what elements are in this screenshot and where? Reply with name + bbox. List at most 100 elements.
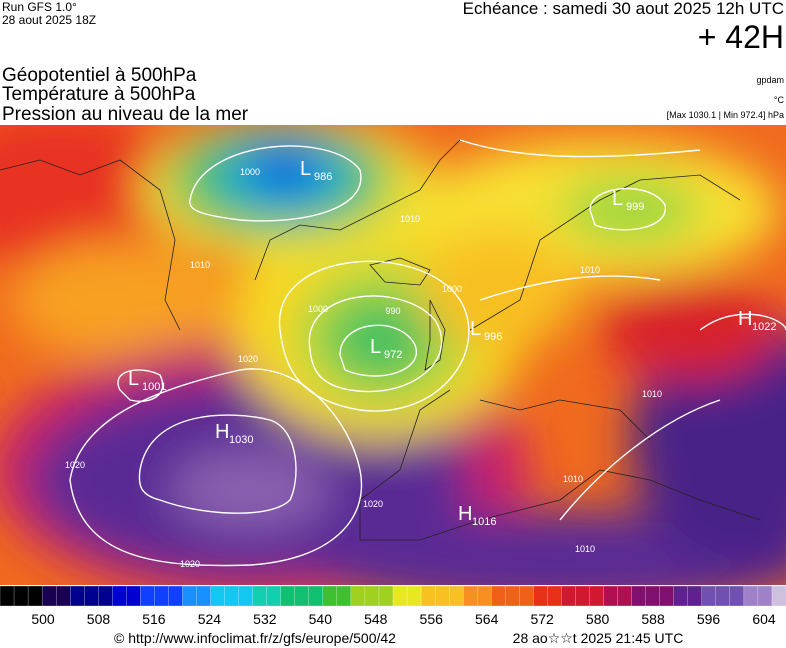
isobar-label: 1020	[65, 460, 85, 470]
colorbar-swatch	[126, 585, 142, 607]
colorbar-swatch	[182, 585, 198, 607]
colorbar-swatch	[547, 585, 563, 607]
center-value: 996	[484, 331, 502, 343]
colorbar-label: 588	[641, 611, 665, 627]
colorbar-swatch	[294, 585, 310, 607]
center-value: 1001	[142, 381, 166, 393]
colorbar-swatch	[448, 585, 464, 607]
colorbar-swatch	[350, 585, 366, 607]
colorbar-swatch	[561, 585, 577, 607]
colorbar-swatch	[631, 585, 647, 607]
colorbar-swatch	[477, 585, 492, 607]
colorbar-swatch	[336, 585, 352, 607]
center-letter: H	[458, 503, 472, 525]
colorbar-swatch	[743, 585, 759, 607]
colorbar-label: 556	[420, 611, 444, 627]
isobar-label: 990	[385, 306, 400, 316]
run-date: 28 aout 2025 18Z	[2, 13, 96, 27]
colorbar-swatch	[224, 585, 240, 607]
colorbar: 500 508 516 524 532 540 548 556 564 572 580 588 596 6…	[0, 585, 786, 627]
title: Géopotentiel à 500hPa	[2, 65, 197, 86]
colorbar-swatch	[715, 585, 731, 607]
isobar-labels: 1000 1010 1010 990 1000 1020 1020 1020 1020 1010 1…	[65, 167, 662, 569]
colorbar-swatch	[84, 585, 99, 607]
center-value: 1016	[472, 516, 496, 528]
center-value: 1022	[752, 321, 776, 333]
colorbar-swatch	[378, 585, 394, 607]
colorbar-label: 524	[198, 611, 222, 627]
run-label: Run GFS 1.0°	[2, 0, 77, 14]
colorbar-swatch	[673, 585, 689, 607]
colorbar-swatch	[645, 585, 661, 607]
center-letter: H	[215, 421, 229, 443]
colorbar-label: 604	[752, 611, 776, 627]
colorbar-label: 532	[253, 611, 277, 627]
lead-time: + 42H	[698, 19, 784, 55]
colorbar-swatch	[420, 585, 436, 607]
colorbar-swatch	[687, 585, 703, 607]
colorbar-swatch	[13, 585, 29, 607]
colorbar-swatch	[589, 585, 605, 607]
colorbar-swatch	[364, 585, 380, 607]
footer-source: © http://www.infoclimat.fr/z/gfs/europe/…	[114, 630, 396, 646]
center-letter: L	[300, 158, 311, 180]
colorbar-swatch	[771, 585, 786, 607]
colorbar-swatch	[140, 585, 156, 607]
isobar-label: 1020	[363, 499, 383, 509]
colorbar-swatch	[168, 585, 184, 607]
unit-label: °C	[774, 95, 785, 105]
colorbar-swatch	[196, 585, 212, 607]
isobar-label: 1010	[642, 389, 662, 399]
colorbar-swatch	[27, 585, 43, 607]
isobar-label: 1010	[575, 544, 595, 554]
center-value: 999	[626, 201, 644, 213]
colorbar-swatch	[0, 585, 15, 607]
center-value: 1030	[229, 434, 253, 446]
colorbar-label: 572	[530, 611, 554, 627]
isobar-label: 1010	[580, 265, 600, 275]
colorbar-label: 548	[364, 611, 388, 627]
center-letter: L	[470, 318, 481, 340]
colorbar-swatch	[41, 585, 57, 607]
colorbar-swatch	[757, 585, 773, 607]
colorbar-swatch	[505, 585, 520, 607]
colorbar-swatch	[701, 585, 717, 607]
center-value: 972	[384, 349, 402, 361]
colorbar-swatch	[617, 585, 633, 607]
colorbar-swatch	[70, 585, 85, 607]
isobar-label: 1020	[180, 559, 200, 569]
center-letter: L	[370, 336, 381, 358]
title: Pression au niveau de la mer	[2, 104, 249, 125]
colorbar-swatch	[154, 585, 170, 607]
colorbar-label: 500	[31, 611, 55, 627]
colorbar-swatch	[252, 585, 268, 607]
colorbar-swatch	[659, 585, 675, 607]
colorbar-label: 580	[586, 611, 610, 627]
isobar-label: 1000	[308, 304, 328, 314]
colorbar-swatch	[322, 585, 338, 607]
colorbar-swatch	[533, 585, 549, 607]
colorbar-swatch	[280, 585, 296, 607]
colorbar-label: 596	[697, 611, 721, 627]
colorbar-swatch	[575, 585, 591, 607]
colorbar-swatch	[98, 585, 113, 607]
colorbar-label: 540	[309, 611, 333, 627]
colorbar-swatch	[729, 585, 745, 607]
colorbar-swatch	[55, 585, 71, 607]
colorbar-label: 516	[142, 611, 166, 627]
colorbar-label: 564	[475, 611, 499, 627]
title: Température à 500hPa	[2, 84, 196, 105]
isobar-label: 1010	[190, 260, 210, 270]
isobar-label: 1000	[442, 284, 462, 294]
isobars	[69, 139, 786, 567]
center-letter: L	[612, 188, 623, 210]
colorbar-swatch	[491, 585, 506, 607]
colorbar-swatch	[308, 585, 324, 607]
colorbar-label: 508	[87, 611, 111, 627]
isobar-label: 1000	[240, 167, 260, 177]
valid-time: Echéance : samedi 30 aout 2025 12h UTC	[463, 0, 784, 18]
unit-label: gpdam	[756, 75, 784, 85]
footer-date: 28 ao☆☆t 2025 21:45 UTC	[513, 630, 684, 646]
